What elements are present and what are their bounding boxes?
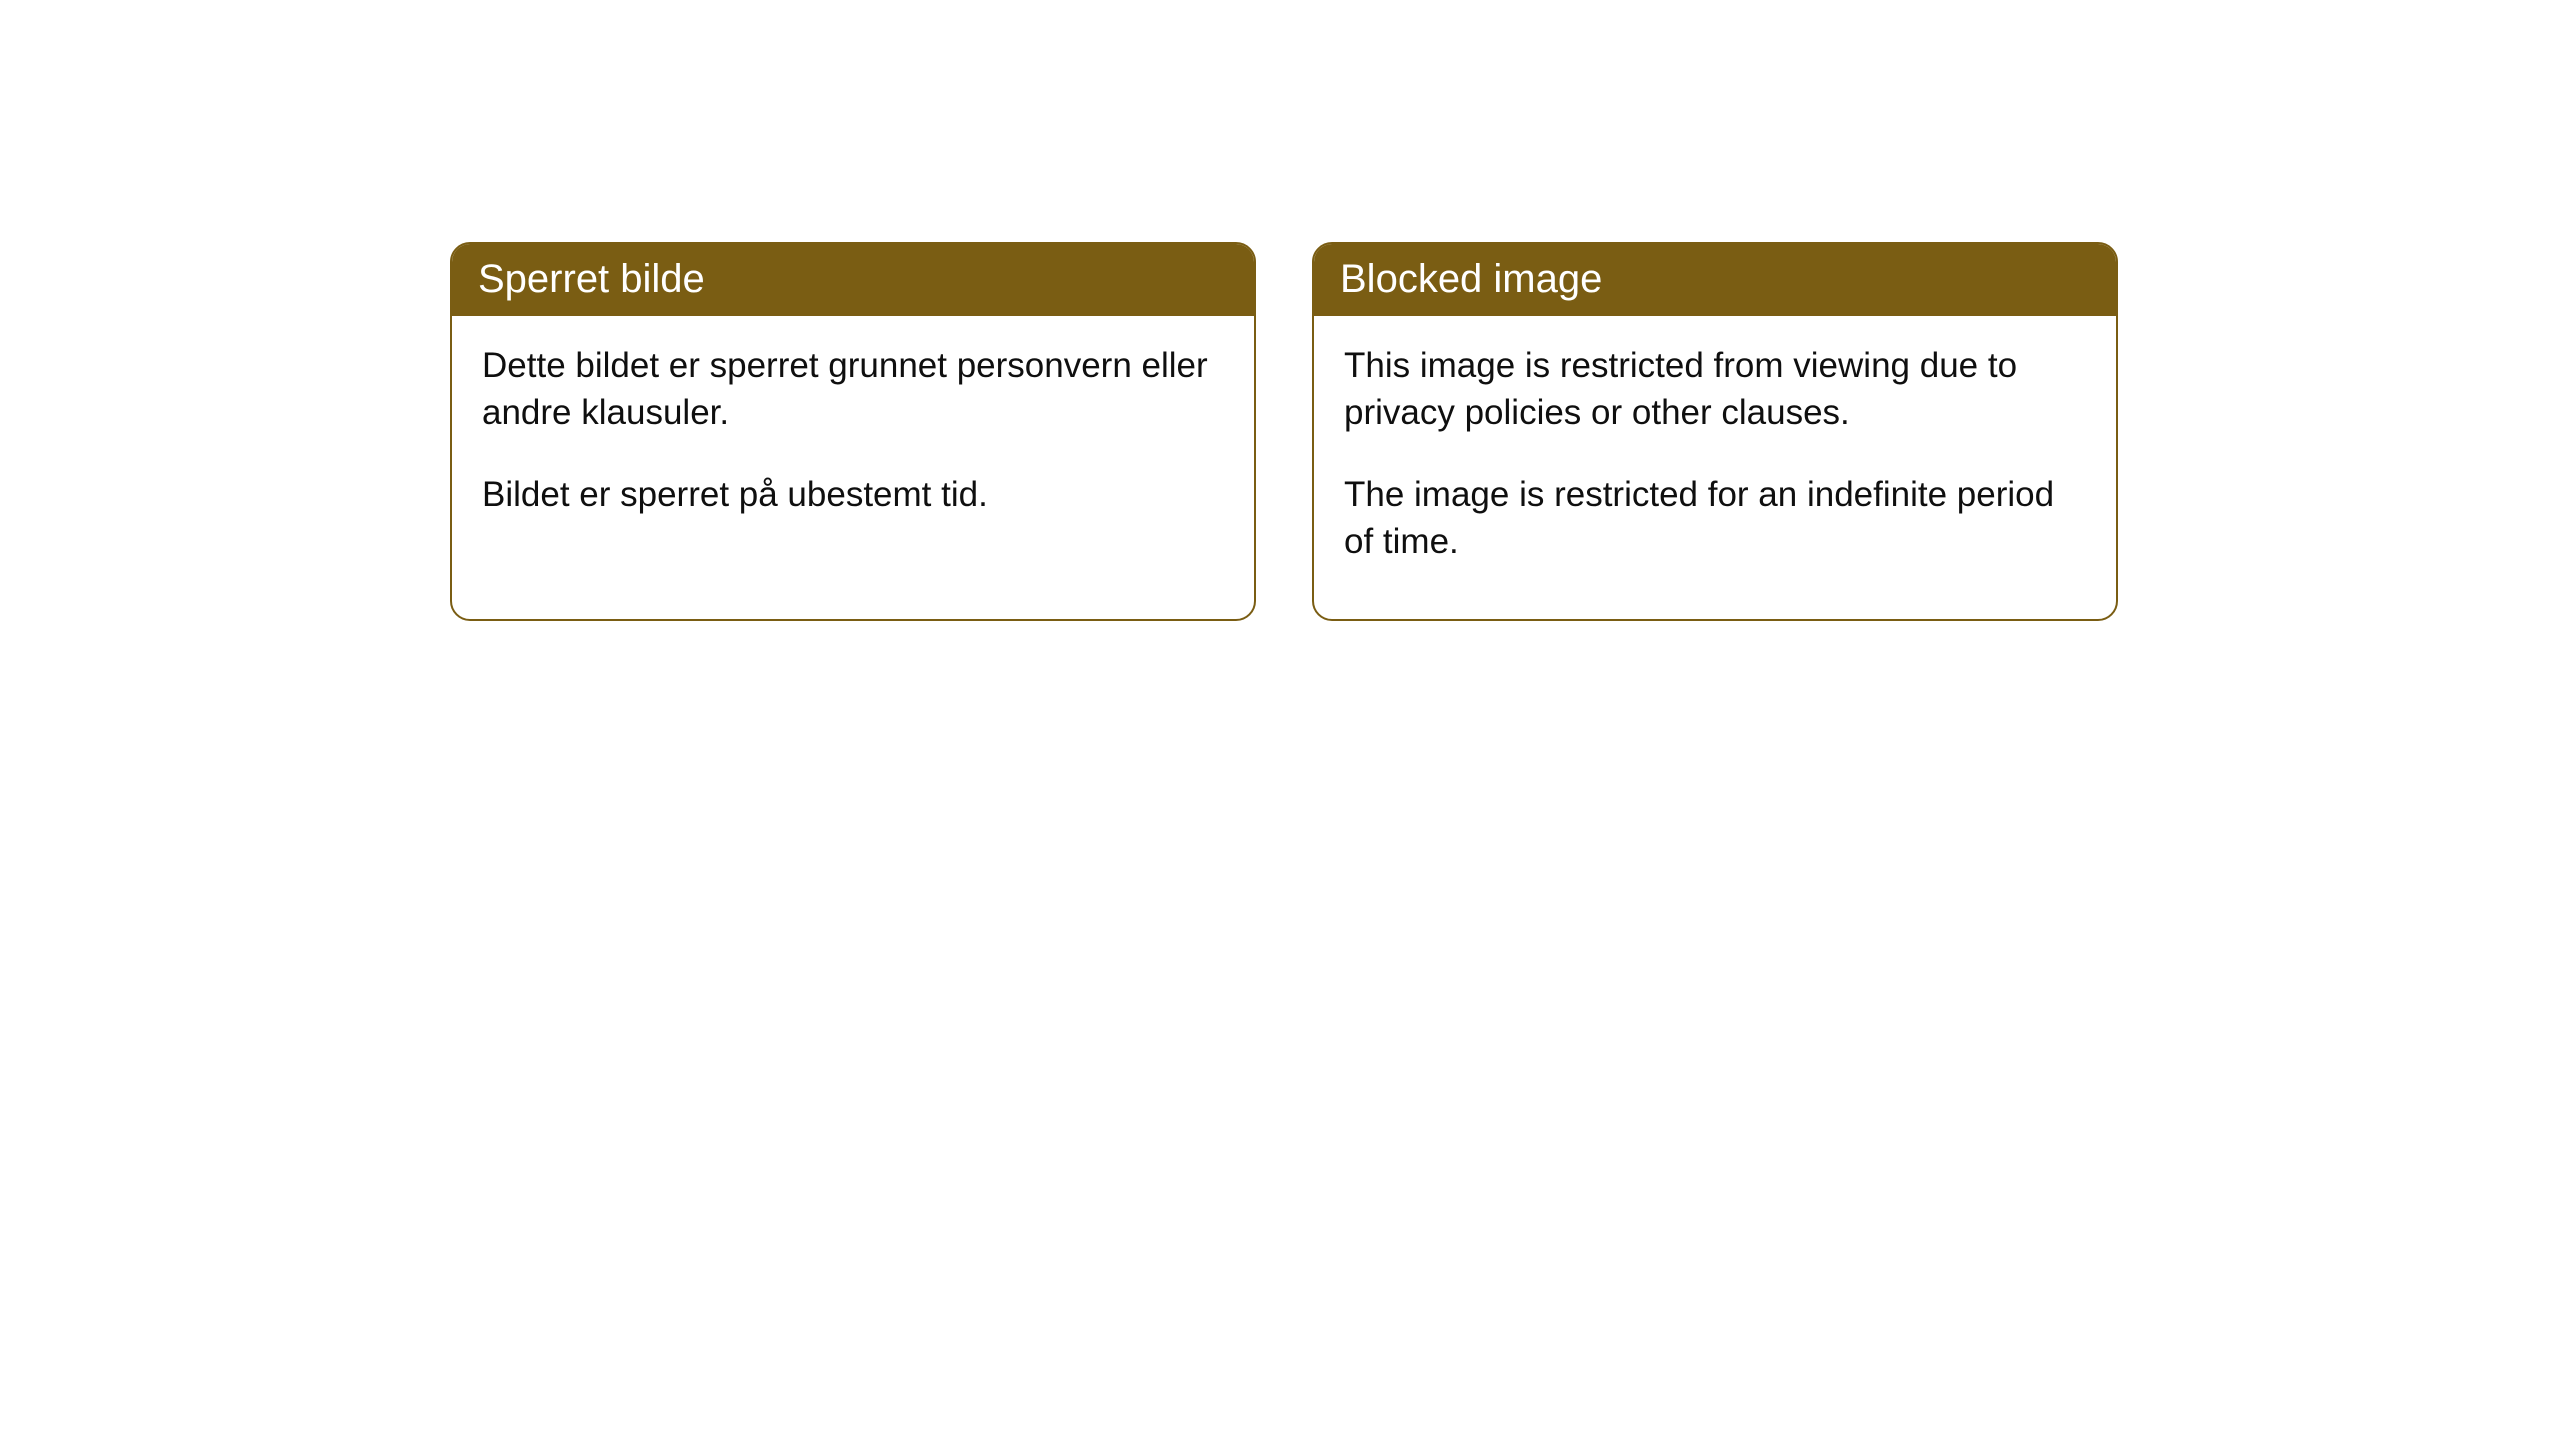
card-body: This image is restricted from viewing du… — [1314, 316, 2116, 619]
blocked-image-card-en: Blocked image This image is restricted f… — [1312, 242, 2118, 621]
card-header: Blocked image — [1314, 244, 2116, 316]
blocked-image-card-no: Sperret bilde Dette bildet er sperret gr… — [450, 242, 1256, 621]
card-paragraph: Dette bildet er sperret grunnet personve… — [482, 342, 1224, 437]
cards-container: Sperret bilde Dette bildet er sperret gr… — [0, 0, 2560, 621]
card-paragraph: The image is restricted for an indefinit… — [1344, 471, 2086, 566]
card-header: Sperret bilde — [452, 244, 1254, 316]
card-paragraph: Bildet er sperret på ubestemt tid. — [482, 471, 1224, 518]
card-body: Dette bildet er sperret grunnet personve… — [452, 316, 1254, 572]
card-paragraph: This image is restricted from viewing du… — [1344, 342, 2086, 437]
